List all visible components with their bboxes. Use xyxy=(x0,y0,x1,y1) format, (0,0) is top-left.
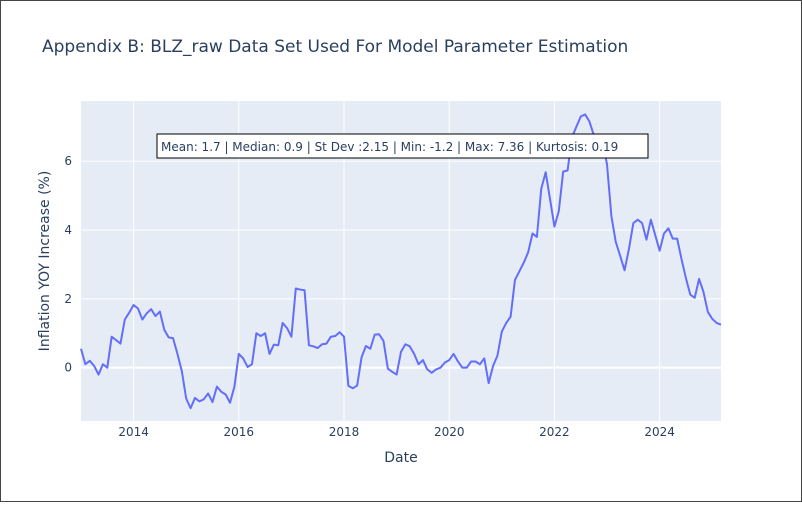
x-tick-label: 2022 xyxy=(539,425,570,439)
chart-title: Appendix B: BLZ_raw Data Set Used For Mo… xyxy=(42,37,628,57)
series-line xyxy=(80,113,722,410)
y-tick-label: 0 xyxy=(64,361,72,375)
x-tick-label: 2024 xyxy=(644,425,675,439)
y-tick-labels: 0 2 4 6 xyxy=(64,154,72,374)
annotation-text: Mean: 1.7 | Median: 0.9 | St Dev :2.15 |… xyxy=(161,140,618,154)
x-tick-labels: 2014 2016 2018 2020 2022 2024 xyxy=(118,425,675,439)
annotation-box xyxy=(156,133,649,159)
x-axis-label: Date xyxy=(384,450,417,466)
y-tick-label: 6 xyxy=(64,154,72,168)
y-tick-label: 4 xyxy=(64,223,72,237)
x-tick-label: 2018 xyxy=(329,425,360,439)
x-tick-label: 2020 xyxy=(434,425,465,439)
x-tick-label: 2016 xyxy=(224,425,255,439)
stats-annotation: Mean: 1.7 | Median: 0.9 | St Dev :2.15 |… xyxy=(156,133,649,159)
x-tick-label: 2014 xyxy=(118,425,149,439)
y-axis-label: Inflation YOY Increase (%) xyxy=(37,171,53,352)
y-tick-label: 2 xyxy=(64,292,72,306)
